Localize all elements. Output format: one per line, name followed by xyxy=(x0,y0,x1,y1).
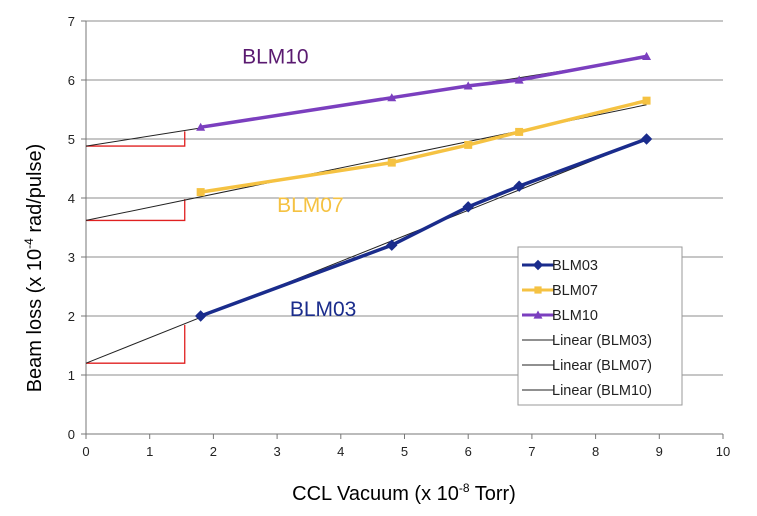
legend-label: Linear (BLM07) xyxy=(552,358,652,374)
x-tick-label: 7 xyxy=(528,444,535,459)
y-tick-label: 2 xyxy=(68,309,75,324)
y-tick-label: 7 xyxy=(68,14,75,29)
intercept-marker-2 xyxy=(86,131,186,147)
series-line-BLM07 xyxy=(200,98,647,194)
legend-marker-BLM03 xyxy=(532,259,544,271)
tick-labels: 0 1 2 3 4 5 6 7 0 1 2 3 4 5 6 7 8 9 10 xyxy=(68,14,730,459)
point-BLM07 xyxy=(515,127,524,136)
x-tick-label: 6 xyxy=(465,444,472,459)
x-tick-label: 9 xyxy=(656,444,663,459)
y-tick-label: 4 xyxy=(68,191,75,206)
y-tick-label: 6 xyxy=(68,73,75,88)
point-BLM03 xyxy=(640,133,653,145)
intercept-markers xyxy=(86,131,186,364)
x-tick-label: 0 xyxy=(82,444,89,459)
x-tick-label: 1 xyxy=(146,444,153,459)
point-BLM07 xyxy=(196,188,205,197)
legend-label: BLM10 xyxy=(552,308,598,324)
point-BLM10 xyxy=(196,122,206,131)
legend-label: BLM07 xyxy=(552,283,598,299)
point-BLM03 xyxy=(386,239,398,251)
point-BLM07 xyxy=(464,140,473,149)
legend-box xyxy=(517,246,683,406)
intercept-marker-0 xyxy=(86,324,186,364)
x-axis-title: CCL Vacuum (x 10-8 Torr) xyxy=(292,481,516,505)
point-BLM03 xyxy=(194,310,207,322)
x-tick-label: 3 xyxy=(273,444,280,459)
annotation-BLM07: BLM07 xyxy=(277,194,344,217)
legend-marker-BLM10 xyxy=(533,310,543,319)
point-BLM10 xyxy=(463,81,473,90)
point-BLM07 xyxy=(642,96,651,105)
point-BLM10 xyxy=(642,51,652,60)
y-axis-title: Beam loss (x 10-4 rad/pulse) xyxy=(22,144,46,393)
grid xyxy=(86,20,723,376)
legend-label: Linear (BLM03) xyxy=(552,333,652,349)
point-BLM03 xyxy=(513,180,525,192)
axes xyxy=(81,20,724,439)
annotation-BLM10: BLM10 xyxy=(242,45,309,68)
series xyxy=(194,51,653,322)
legend-marker-BLM07 xyxy=(534,286,542,294)
point-BLM10 xyxy=(387,93,397,102)
legend-label: BLM03 xyxy=(552,258,598,274)
y-tick-label: 1 xyxy=(68,368,75,383)
x-tick-label: 2 xyxy=(210,444,217,459)
point-BLM10 xyxy=(514,75,524,84)
y-tick-label: 0 xyxy=(68,427,75,442)
x-tick-label: 5 xyxy=(401,444,408,459)
x-tick-label: 10 xyxy=(716,444,730,459)
y-tick-label: 5 xyxy=(68,132,75,147)
y-tick-label: 3 xyxy=(68,250,75,265)
legend: BLM03 BLM07 BLM10 Linear (BLM03) Linear (BLM… xyxy=(517,246,683,406)
legend-label: Linear (BLM10) xyxy=(552,383,652,399)
point-BLM03 xyxy=(462,201,474,213)
annotation-BLM03: BLM03 xyxy=(290,298,357,321)
x-tick-label: 8 xyxy=(592,444,599,459)
trendline-0 xyxy=(85,138,647,364)
point-BLM07 xyxy=(387,158,396,167)
intercept-marker-1 xyxy=(86,199,186,222)
x-tick-label: 4 xyxy=(337,444,344,459)
annotations: BLM10 BLM07 BLM03 xyxy=(242,45,356,321)
